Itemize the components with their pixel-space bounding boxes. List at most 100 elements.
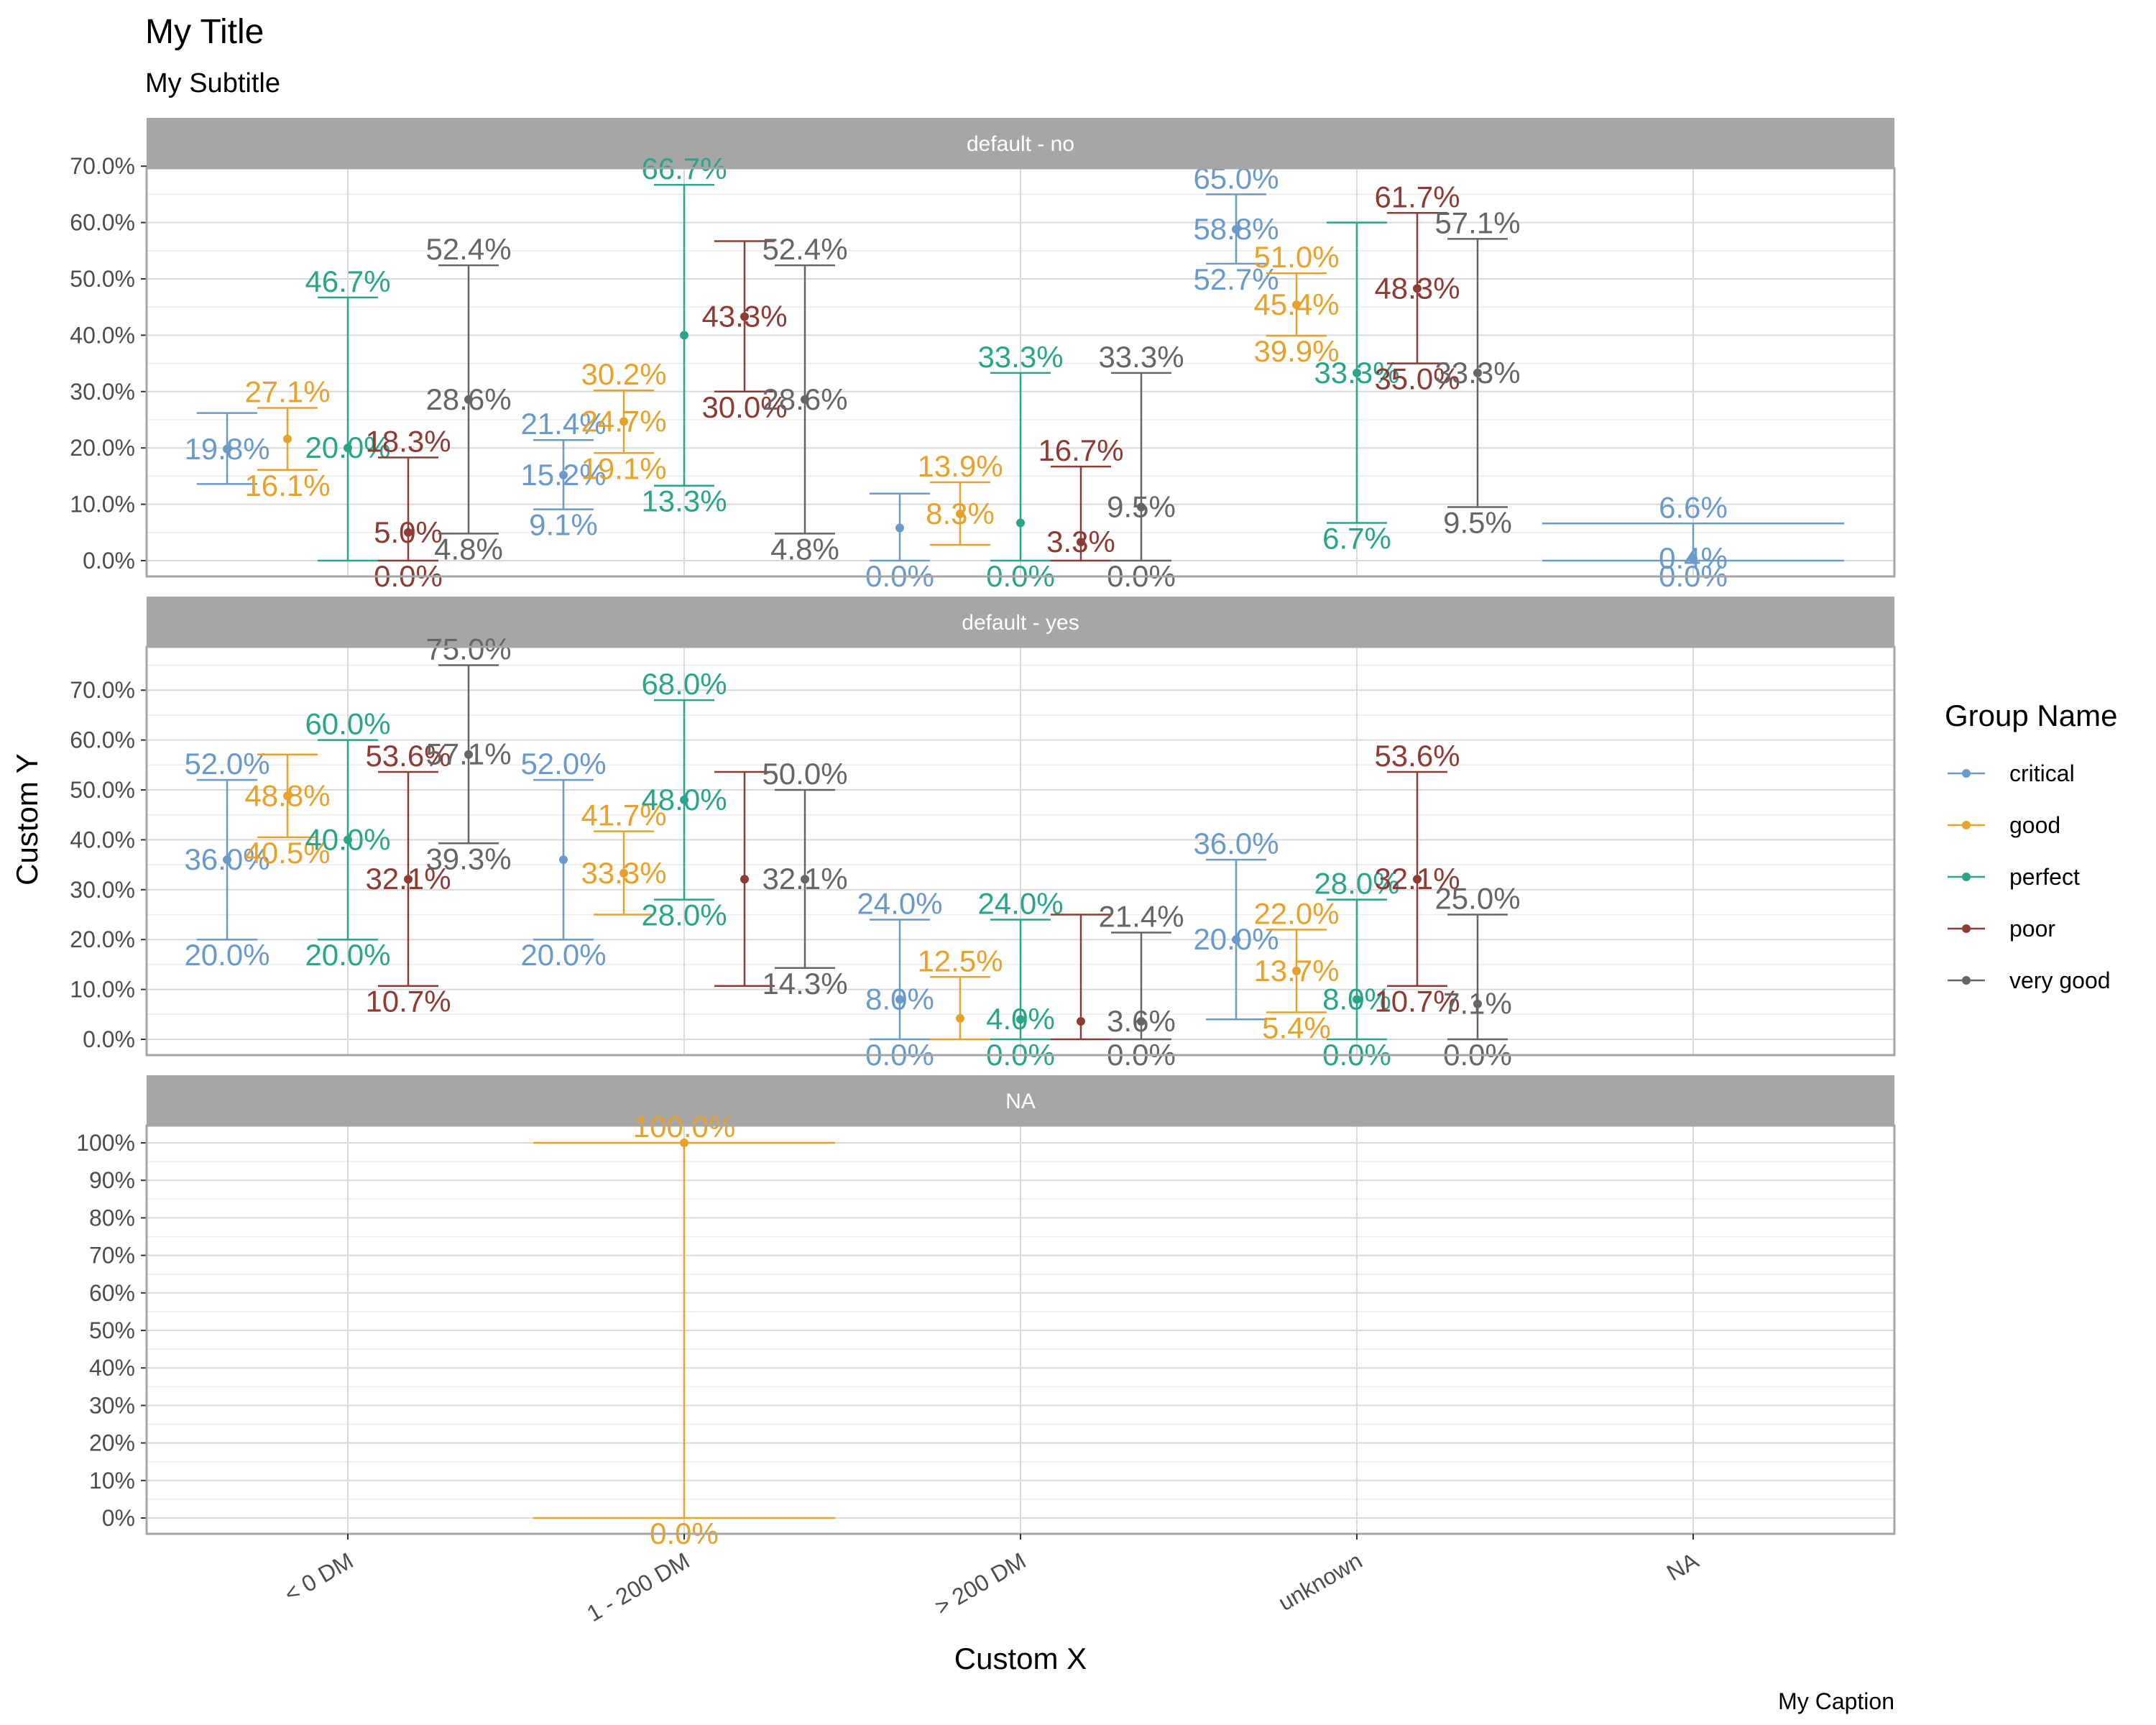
legend-item-good: good <box>1948 812 2060 838</box>
estimate-point <box>956 1013 964 1023</box>
data-label: 8.3% <box>926 497 995 530</box>
legend-label: critical <box>2009 760 2075 786</box>
legend-item-critical: critical <box>1948 760 2075 786</box>
data-label: 9.1% <box>529 508 598 542</box>
estimate-point <box>895 995 904 1004</box>
data-label: 60.0% <box>305 707 390 741</box>
data-label: 48.8% <box>244 778 330 812</box>
facet-strip <box>147 1075 1894 1126</box>
data-label: 14.3% <box>762 967 847 1000</box>
y-tick-label: 60.0% <box>70 210 135 236</box>
y-tick-label: 70.0% <box>70 153 135 179</box>
estimate-point <box>1413 875 1422 884</box>
data-label: 27.1% <box>244 375 330 409</box>
data-label: 36.0% <box>1193 827 1279 860</box>
errorbar-unknown-critical: 65.0% 58.8% 52.7% <box>1193 161 1279 295</box>
data-label: 16.1% <box>244 469 330 502</box>
estimate-point <box>464 750 473 759</box>
data-label: 41.7% <box>581 799 666 832</box>
data-label: 33.3% <box>1098 340 1184 374</box>
errorbar-unknown-poor: 53.6% 32.1% 10.7% <box>1374 739 1460 1018</box>
y-tick-label: 30.0% <box>70 379 135 405</box>
estimate-point <box>1473 999 1482 1008</box>
facet-panel-default-yes: default - yes 0.0% 10.0% 20.0% 30.0% 40.0% 50.… <box>70 597 1896 1072</box>
data-label: 6.7% <box>1322 521 1391 555</box>
data-label: 65.0% <box>1193 161 1279 195</box>
data-label: 13.9% <box>917 449 1003 483</box>
data-label: 33.3% <box>1314 356 1399 390</box>
estimate-point <box>1137 1017 1146 1026</box>
data-label: 19.1% <box>581 451 666 485</box>
data-label: 10.7% <box>1374 985 1460 1018</box>
data-label: 13.3% <box>641 484 727 518</box>
data-label: 9.5% <box>1107 490 1176 524</box>
errorbar-0-dm-perfect: 60.0% 40.0% 20.0% <box>305 707 390 972</box>
estimate-point <box>1077 1017 1085 1026</box>
errorbar-unknown-good: 22.0% 13.7% 5.4% <box>1253 896 1339 1044</box>
legend-item-perfect: perfect <box>1948 864 2080 890</box>
errorbar-200-dm-perfect: 24.0%4.0%0.0% <box>977 886 1063 1072</box>
data-label: 25.0% <box>1434 882 1520 916</box>
y-tick-label: 50.0% <box>70 266 135 292</box>
estimate-point <box>680 331 688 340</box>
y-tick-label: 60% <box>89 1280 135 1306</box>
data-label: 28.0% <box>641 898 727 932</box>
errorbar-unknown-critical: 36.0% 20.0% <box>1193 827 1279 1021</box>
legend: critical good perfect poor very good <box>1948 760 2111 993</box>
facet-strip-label: NA <box>1005 1090 1036 1113</box>
legend-label: perfect <box>2009 864 2080 890</box>
data-label: 46.7% <box>305 264 390 298</box>
y-tick-label: 90% <box>89 1167 135 1193</box>
x-tick-label: unknown <box>1274 1547 1367 1616</box>
panel-border <box>145 167 1896 578</box>
facet-strip <box>147 597 1894 647</box>
y-tick-label: 10.0% <box>70 977 135 1003</box>
errorbar-1-200-dm-perfect: 68.0% 48.0% 28.0% <box>641 667 727 932</box>
errorbar-unknown-good: 51.0% 45.4% 39.9% <box>1253 240 1339 368</box>
data-label: 53.6% <box>365 739 451 773</box>
estimate-point <box>680 795 688 804</box>
data-label: 5.4% <box>1262 1011 1331 1045</box>
estimate-point <box>680 1138 688 1147</box>
data-label: 28.6% <box>425 382 511 416</box>
data-label: 21.4% <box>1098 899 1184 933</box>
data-label: 57.1% <box>425 737 511 771</box>
data-label: 39.9% <box>1253 334 1339 368</box>
data-label: 40.0% <box>305 822 390 856</box>
data-label: 50.0% <box>762 757 847 791</box>
data-label: 3.6% <box>1107 1004 1176 1038</box>
data-label: 19.8% <box>184 432 270 466</box>
data-label: 21.4% <box>520 407 606 441</box>
errorbar-200-dm-poor: 16.7% 3.3% <box>1038 433 1124 562</box>
data-label: 20.0% <box>520 938 606 972</box>
data-label: 61.7% <box>1374 180 1460 213</box>
facet-panel-na: NA0%10%20%30%40%50%60%70%80%90%100% 100.0… <box>76 1075 1896 1550</box>
estimate-point <box>283 434 292 443</box>
y-tick-label: 80% <box>89 1205 135 1230</box>
errorbar-0-dm-critical: 19.8% <box>184 412 270 485</box>
y-tick-label: 20% <box>89 1430 135 1456</box>
data-label: 45.4% <box>1253 288 1339 321</box>
data-label: 48.3% <box>1374 271 1460 305</box>
data-label: 68.0% <box>641 667 727 701</box>
errorbar-0-dm-critical: 52.0% 36.0% 20.0% <box>184 747 270 972</box>
facet-strip-label: default - no <box>967 132 1074 156</box>
estimate-point <box>1232 935 1240 944</box>
estimate-point <box>559 855 568 865</box>
data-label: 39.3% <box>425 842 511 875</box>
data-label: 13.7% <box>1253 954 1339 988</box>
facet-panel-default-no: default - no 0.0% 10.0% 20.0% 30.0% 40.0% 50.0… <box>70 118 1896 593</box>
errorbar-200-dm-good: 12.5% <box>917 944 1003 1041</box>
y-tick-label: 0.0% <box>83 548 135 574</box>
estimate-point <box>404 528 413 537</box>
y-tick-label: 40.0% <box>70 322 135 348</box>
errorbar-0-dm-good: 27.1% 16.1% <box>244 375 330 502</box>
legend-label: very good <box>2009 967 2111 993</box>
data-label: 3.3% <box>1046 525 1115 558</box>
x-tick-label: NA <box>1662 1547 1703 1586</box>
data-label: 10.7% <box>365 985 451 1018</box>
data-label: 35.0% <box>1374 362 1460 396</box>
chart-subtitle: My Subtitle <box>145 68 280 98</box>
legend-label: poor <box>2009 916 2055 942</box>
